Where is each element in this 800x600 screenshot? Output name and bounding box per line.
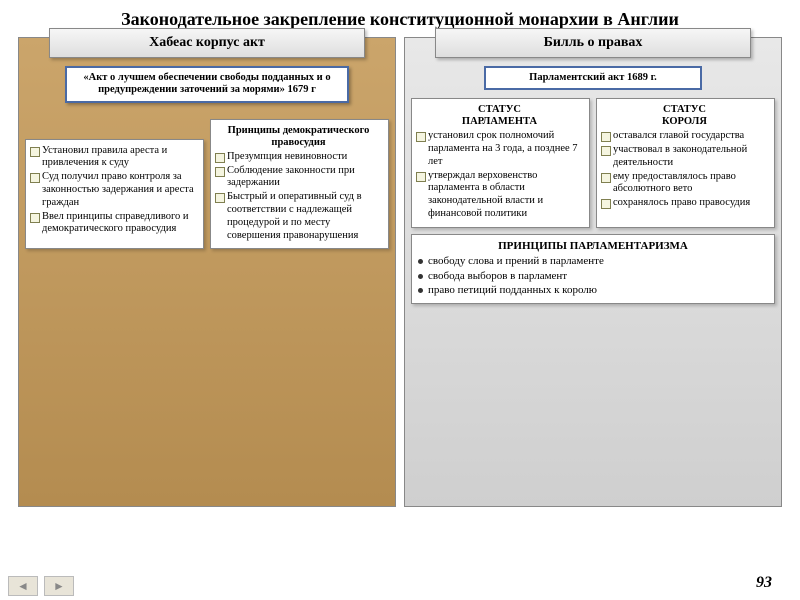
list-item: сохранялось право правосудия [601,197,768,210]
list-item: Быстрый и оперативный суд в соответствии… [215,191,382,242]
list-item: участвовал в законодательной деятельност… [601,144,768,170]
list-item: свобода выборов в парламент [418,270,768,283]
list-item: установил срок полномочий парламента на … [416,130,583,168]
parliamentarism-title: ПРИНЦИПЫ ПАРЛАМЕНТАРИЗМА [418,240,768,253]
page-number: 93 [756,574,772,592]
content: Хабеас корпус акт «Акт о лучшем обеспече… [0,37,800,507]
act-1679-label: «Акт о лучшем обеспечении свободы поддан… [65,66,349,103]
nav-arrows: ◄ ► [8,576,74,596]
heading-bill: Билль о правах [435,28,751,58]
habeas-rules-box: Установил правила ареста и привлечения к… [25,139,204,250]
parliament-status-title: СТАТУС ПАРЛАМЕНТА [416,104,583,128]
heading-habeas: Хабеас корпус акт [49,28,365,58]
list-item: Установил правила ареста и привлечения к… [30,145,197,171]
list-item: ему предоставлялось право абсолютного ве… [601,171,768,197]
justice-principles-title: Принципы демократического правосудия [215,125,382,149]
list-item: свободу слова и прений в парламенте [418,255,768,268]
prev-arrow-icon[interactable]: ◄ [8,576,38,596]
list-item: утверждал верховенство парламента в обла… [416,170,583,221]
list-item: Презумпция невиновности [215,151,382,164]
parliamentarism-principles-box: ПРИНЦИПЫ ПАРЛАМЕНТАРИЗМА свободу слова и… [411,234,775,305]
next-arrow-icon[interactable]: ► [44,576,74,596]
panel-bill-of-rights: Билль о правах Парламентский акт 1689 г.… [404,37,782,507]
king-status-box: СТАТУС КОРОЛЯ оставался главой государст… [596,98,775,228]
list-item: право петиций подданных к королю [418,284,768,297]
king-status-title: СТАТУС КОРОЛЯ [601,104,768,128]
act-1689-label: Парламентский акт 1689 г. [484,66,702,91]
list-item: Ввел принципы справедливого и демократич… [30,211,197,237]
panel-habeas: Хабеас корпус акт «Акт о лучшем обеспече… [18,37,396,507]
parliament-status-box: СТАТУС ПАРЛАМЕНТА установил срок полномо… [411,98,590,228]
justice-principles-box: Принципы демократического правосудия Пре… [210,119,389,250]
list-item: Суд получил право контроля за законность… [30,171,197,209]
list-item: оставался главой государства [601,130,768,143]
list-item: Соблюдение законности при задержании [215,165,382,191]
